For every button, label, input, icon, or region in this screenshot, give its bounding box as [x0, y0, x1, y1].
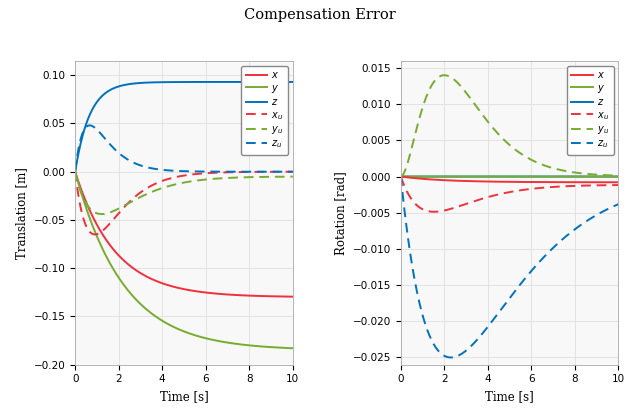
X-axis label: Time [s]: Time [s]	[159, 390, 209, 403]
Y-axis label: Rotation [rad]: Rotation [rad]	[334, 171, 347, 255]
Y-axis label: Translation [m]: Translation [m]	[15, 167, 28, 259]
X-axis label: Time [s]: Time [s]	[485, 390, 534, 403]
Legend: $x$, $y$, $z$, $x_u$, $y_u$, $z_u$: $x$, $y$, $z$, $x_u$, $y_u$, $z_u$	[566, 66, 614, 155]
Legend: $x$, $y$, $z$, $x_u$, $y_u$, $z_u$: $x$, $y$, $z$, $x_u$, $y_u$, $z_u$	[241, 66, 288, 155]
Text: Compensation Error: Compensation Error	[244, 8, 396, 22]
